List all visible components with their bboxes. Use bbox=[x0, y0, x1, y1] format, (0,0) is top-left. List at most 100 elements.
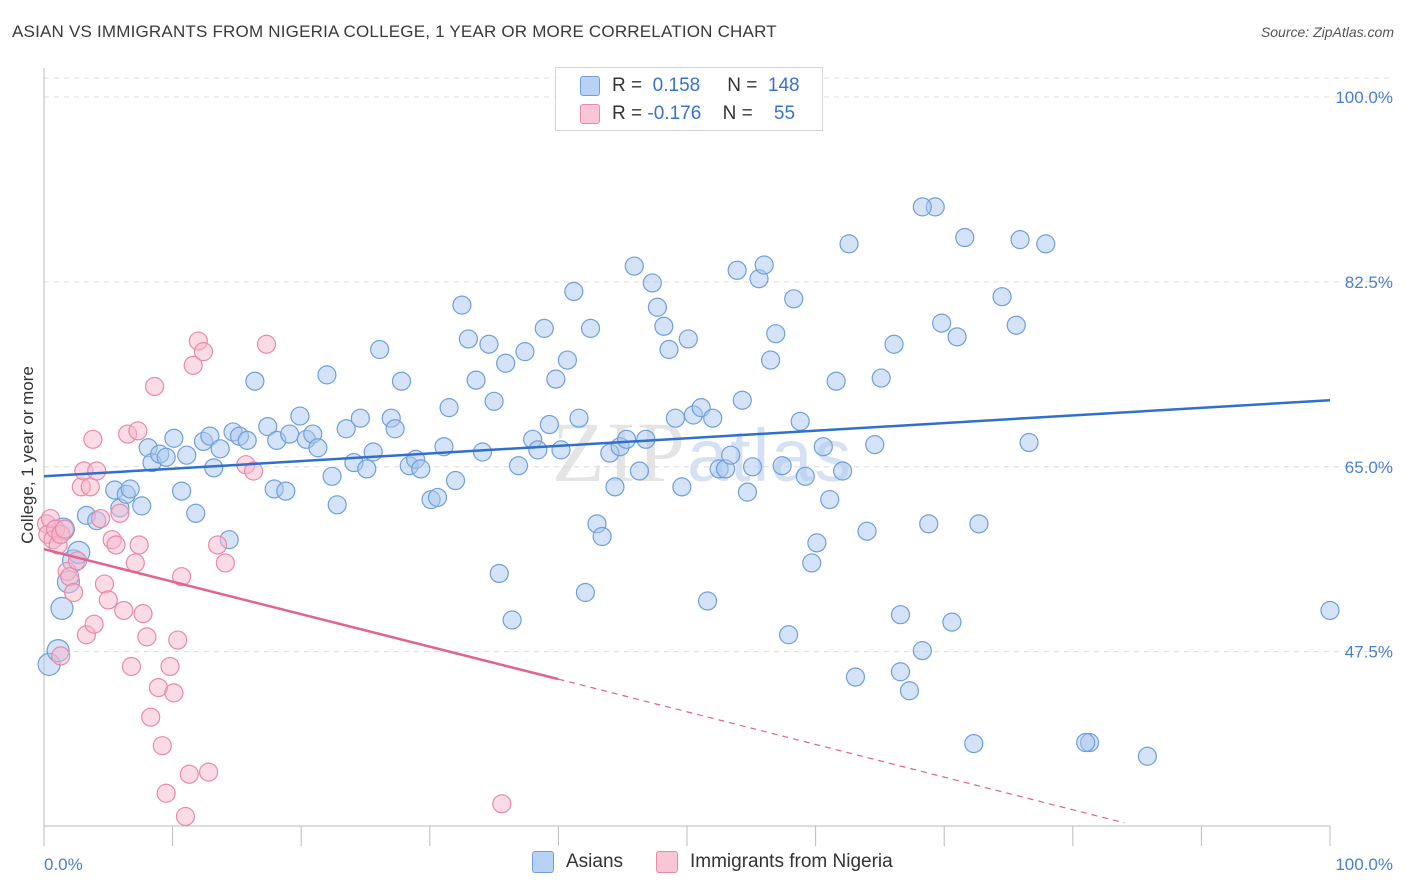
nigeria-trend-extension bbox=[558, 678, 1125, 824]
nigeria-point bbox=[87, 461, 107, 481]
asian-point bbox=[820, 489, 840, 510]
asian-point bbox=[132, 496, 152, 516]
nigeria-point bbox=[208, 535, 228, 555]
asian-point bbox=[186, 503, 206, 523]
nigeria-swatch bbox=[580, 104, 600, 124]
asian-point bbox=[210, 439, 230, 459]
asian-point bbox=[458, 329, 478, 349]
nigeria-point bbox=[83, 429, 103, 449]
nigeria-point bbox=[156, 783, 176, 803]
asian-point bbox=[1137, 746, 1157, 766]
asian-point bbox=[826, 371, 846, 391]
asian-point bbox=[237, 430, 257, 450]
asian-point bbox=[385, 419, 405, 439]
asian-point bbox=[932, 313, 952, 333]
nigeria-point bbox=[84, 614, 104, 634]
asian-point bbox=[1019, 432, 1039, 453]
nigeria-point bbox=[256, 334, 277, 354]
asian-point bbox=[592, 526, 612, 547]
asian-point bbox=[659, 339, 679, 360]
legend-row-nigeria: R = -0.176 N = 55 bbox=[580, 102, 795, 126]
asian-point bbox=[327, 495, 347, 515]
nigeria-point bbox=[193, 342, 214, 362]
nigeria-point bbox=[125, 553, 145, 573]
asian-point bbox=[1320, 600, 1340, 621]
asian-point bbox=[813, 437, 833, 457]
chart-title: ASIAN VS IMMIGRANTS FROM NIGERIA COLLEGE… bbox=[12, 22, 777, 41]
asian-point bbox=[672, 477, 692, 497]
asian-point bbox=[795, 466, 815, 486]
asians-swatch bbox=[532, 851, 554, 873]
asian-point bbox=[439, 398, 459, 418]
nigeria-swatch bbox=[656, 851, 678, 873]
asian-point bbox=[703, 408, 723, 428]
asian-point bbox=[580, 318, 601, 338]
nigeria-trend-line bbox=[43, 547, 559, 681]
asian-point bbox=[484, 391, 504, 411]
asian-point bbox=[546, 369, 566, 389]
legend-row-asians: R = 0.158 N = 148 bbox=[580, 74, 800, 98]
nigeria-point bbox=[199, 762, 219, 782]
asian-point bbox=[177, 445, 197, 465]
asian-point bbox=[727, 260, 747, 280]
asians-label: Asians bbox=[566, 851, 624, 872]
asian-point bbox=[391, 371, 412, 391]
nigeria-point bbox=[121, 656, 142, 677]
asian-point bbox=[200, 426, 220, 446]
legend-n-value: 148 bbox=[767, 75, 800, 96]
asian-point bbox=[1036, 234, 1056, 254]
nigeria-point bbox=[98, 590, 118, 610]
asian-point bbox=[833, 461, 853, 481]
asian-point bbox=[370, 339, 390, 360]
nigeria-point bbox=[60, 567, 80, 587]
nigeria-point bbox=[141, 707, 161, 727]
nigeria-point bbox=[114, 600, 134, 621]
asian-point bbox=[350, 408, 370, 428]
asian-point bbox=[322, 466, 342, 486]
nigeria-point bbox=[63, 582, 84, 603]
x-tick-label: 0.0% bbox=[44, 855, 83, 874]
asian-point bbox=[772, 456, 792, 476]
legend-r-value: 0.158 bbox=[652, 75, 701, 96]
nigeria-point bbox=[129, 535, 149, 555]
asian-point bbox=[336, 419, 356, 439]
x-tick-label: 100.0% bbox=[1335, 855, 1393, 874]
asian-point bbox=[899, 681, 920, 701]
asian-point bbox=[496, 353, 516, 373]
nigeria-point bbox=[168, 630, 188, 650]
y-tick-label: 65.0% bbox=[1345, 458, 1393, 477]
bottom-legend: Asians Immigrants from Nigeria bbox=[0, 851, 1406, 877]
source-label: Source: ZipAtlas.com bbox=[1260, 24, 1394, 40]
asian-point bbox=[502, 610, 522, 630]
nigeria-point bbox=[164, 683, 184, 703]
legend-n-label: N = bbox=[727, 75, 758, 96]
asian-point bbox=[721, 445, 741, 465]
asian-point bbox=[778, 625, 799, 645]
asian-point bbox=[947, 327, 967, 347]
asian-point bbox=[472, 442, 493, 462]
legend: R = 0.158 N = 148 R = -0.176 N = 55 bbox=[555, 67, 823, 131]
nigeria-point bbox=[133, 604, 153, 624]
asian-point bbox=[942, 612, 962, 632]
nigeria-point bbox=[160, 656, 180, 677]
bottom-legend-nigeria: Immigrants from Nigeria bbox=[656, 851, 893, 873]
asian-point bbox=[969, 514, 989, 534]
asian-point bbox=[557, 350, 578, 370]
asian-point bbox=[754, 255, 774, 275]
nigeria-point bbox=[172, 567, 192, 587]
asian-point bbox=[515, 342, 535, 362]
asian-point bbox=[732, 390, 752, 410]
asian-point bbox=[642, 273, 662, 293]
nigeria-point bbox=[67, 551, 88, 571]
y-tick-label: 100.0% bbox=[1335, 88, 1393, 107]
y-axis-title: College, 1 year or more bbox=[18, 366, 37, 544]
nigeria-point bbox=[90, 508, 111, 529]
asian-point bbox=[964, 733, 984, 754]
nigeria-point bbox=[175, 806, 196, 827]
asian-point bbox=[742, 457, 763, 477]
asian-point bbox=[466, 370, 486, 390]
legend-r-value: -0.176 bbox=[647, 103, 702, 124]
asian-point bbox=[760, 350, 781, 370]
asian-point bbox=[802, 553, 822, 573]
